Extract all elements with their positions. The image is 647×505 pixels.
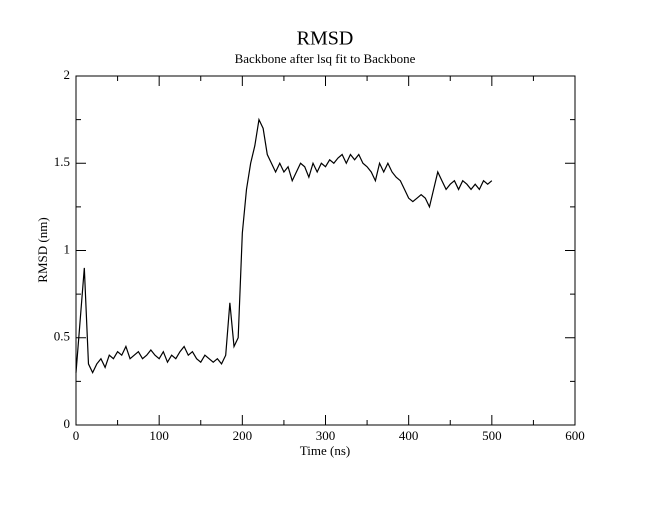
x-tick-label: 600 [565,428,585,443]
x-tick-label: 300 [316,428,336,443]
x-tick-label: 200 [233,428,253,443]
plot-frame [75,75,576,426]
y-tick-label: 0 [64,416,71,431]
chart-title: RMSD [297,28,354,50]
y-tick-label: 0.5 [54,329,70,344]
y-axis-label: RMSD (nm) [35,217,50,282]
x-tick-label: 500 [482,428,502,443]
data-line [75,117,493,375]
x-tick-label: 100 [149,428,169,443]
chart-subtitle: Backbone after lsq fit to Backbone [235,51,416,66]
y-tick-label: 2 [64,67,71,82]
y-tick-label: 1.5 [54,154,70,169]
x-tick-label: 0 [73,428,80,443]
y-tick-label: 1 [64,241,71,256]
x-tick-label: 400 [399,428,419,443]
x-axis-label: Time (ns) [300,443,350,458]
